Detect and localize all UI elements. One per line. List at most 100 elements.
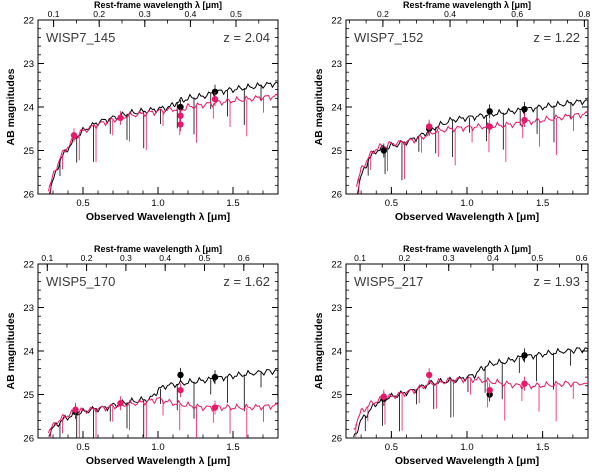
template-photometry-point [177, 121, 184, 128]
template-photometry-point [486, 386, 493, 394]
galaxy-photometry-point [211, 88, 219, 95]
top-axis-title: Rest-frame wavelength λ [μm] [94, 244, 222, 254]
chart-panel-wisp5-217: 22 23 24 25 26 0.5 1.0 1.5 0.1 0.2 0.3 0.4 0.5 0.6 Res… [313, 244, 589, 467]
y-tick-label: 24 [23, 103, 34, 114]
x-tick-label: 1.0 [151, 198, 164, 209]
y-tick-label: 26 [331, 434, 342, 445]
galaxy-photometry-point [486, 108, 493, 115]
top-tick-label: 0.2 [81, 253, 93, 263]
x-tick-label: 1.0 [460, 198, 473, 209]
template-photometry-point [425, 123, 433, 130]
y-tick-label: 23 [23, 303, 34, 314]
top-tick-label: 0.6 [511, 9, 523, 19]
template-photometry-point [425, 371, 433, 379]
y-tick-label: 22 [23, 16, 34, 27]
template-spectrum-line [356, 110, 588, 187]
x-tick-label: 0.5 [385, 442, 398, 453]
template-photometry-point [117, 400, 124, 407]
top-tick-label: 0.3 [139, 9, 151, 19]
top-tick-label: 0.8 [578, 9, 590, 19]
template-photometry-point [486, 123, 493, 130]
y-tick-label: 22 [331, 16, 342, 27]
y-axis-title: AB magnitudes [313, 312, 325, 389]
object-name: WISP5_217 [354, 274, 423, 289]
x-axis-title: Observed Wavelength λ [μm] [395, 211, 539, 223]
top-tick-label: 0.1 [48, 9, 60, 19]
template-photometry-point [177, 386, 184, 394]
y-tick-label: 22 [331, 260, 342, 271]
template-photometry-point [70, 132, 78, 139]
x-tick-label: 1.5 [226, 198, 239, 209]
x-tick-label: 1.0 [151, 442, 164, 453]
y-tick-label: 26 [331, 190, 342, 201]
template-photometry-point [521, 380, 528, 387]
galaxy-spectrum-line [49, 81, 278, 194]
x-axis-title: Observed Wavelength λ [μm] [86, 211, 230, 223]
galaxy-photometry-point [521, 105, 528, 113]
galaxy-photometry-point [211, 373, 219, 381]
y-tick-label: 23 [331, 59, 342, 70]
template-photometry-point [380, 393, 388, 400]
galaxy-photometry-point [521, 352, 528, 359]
y-tick-label: 24 [23, 347, 34, 358]
y-axis-title: AB magnitudes [5, 68, 17, 145]
chart-panel-wisp5-170: 22 23 24 25 26 0.5 1.0 1.5 0.1 0.2 0.3 0.4 0.5 0.6 Res… [5, 244, 279, 467]
y-tick-label: 24 [331, 347, 342, 358]
template-photometry-point [211, 404, 219, 411]
object-name: WISP7_152 [354, 30, 423, 45]
x-axis-title: Observed Wavelength λ [μm] [395, 455, 539, 467]
top-tick-label: 0.2 [377, 9, 389, 19]
object-name: WISP5_170 [46, 274, 115, 289]
redshift-label: z = 1.62 [223, 274, 270, 289]
top-tick-label: 0.1 [354, 253, 366, 263]
x-tick-label: 0.5 [385, 198, 398, 209]
galaxy-spectrum-line [356, 99, 588, 194]
top-tick-label: 0.4 [444, 9, 456, 19]
x-tick-label: 1.0 [460, 442, 473, 453]
top-tick-label: 0.4 [487, 253, 499, 263]
redshift-label: z = 1.93 [533, 274, 580, 289]
template-photometry-point [72, 406, 79, 413]
top-tick-label: 0.3 [120, 253, 132, 263]
x-tick-label: 0.5 [76, 442, 89, 453]
top-tick-label: 0.6 [238, 253, 250, 263]
x-tick-label: 0.5 [76, 198, 89, 209]
top-tick-label: 0.4 [184, 9, 196, 19]
top-tick-label: 0.3 [443, 253, 455, 263]
template-photometry-point [211, 95, 219, 103]
y-axis-title: AB magnitudes [5, 312, 17, 389]
object-name: WISP7_145 [46, 30, 115, 45]
x-tick-label: 1.5 [536, 198, 549, 209]
top-tick-label: 0.5 [199, 253, 211, 263]
y-tick-label: 25 [331, 390, 342, 401]
template-photometry-point [117, 114, 124, 122]
redshift-label: z = 2.04 [223, 30, 270, 45]
y-tick-label: 25 [23, 390, 34, 401]
top-tick-label: 0.2 [93, 9, 105, 19]
top-tick-label: 0.5 [531, 253, 543, 263]
top-axis-title: Rest-frame wavelength λ [μm] [403, 244, 531, 254]
y-tick-label: 25 [23, 146, 34, 157]
x-axis-title: Observed Wavelength λ [μm] [86, 455, 230, 467]
redshift-label: z = 1.22 [533, 30, 580, 45]
y-tick-label: 23 [23, 59, 34, 70]
galaxy-photometry-point [177, 103, 184, 111]
y-tick-label: 23 [331, 303, 342, 314]
y-axis-title: AB magnitudes [313, 68, 325, 145]
plot-frame [37, 19, 279, 195]
y-tick-label: 24 [331, 103, 342, 114]
top-tick-label: 0.1 [41, 253, 53, 263]
template-spectrum-line [48, 93, 278, 192]
top-tick-label: 0.2 [398, 253, 410, 263]
x-tick-label: 1.5 [536, 442, 549, 453]
top-axis-title: Rest-frame wavelength λ [μm] [94, 0, 222, 10]
y-tick-label: 25 [331, 146, 342, 157]
template-photometry-point [521, 116, 528, 124]
x-tick-label: 1.5 [226, 442, 239, 453]
galaxy-photometry-point [177, 371, 184, 379]
template-spectrum-line [353, 376, 588, 430]
top-tick-label: 0.4 [159, 253, 171, 263]
chart-panel-wisp7-152: 22 23 24 25 26 0.5 1.0 1.5 0.2 0.4 0.6 0.8 Rest-fram… [313, 0, 591, 223]
top-tick-label: 0.6 [576, 253, 588, 263]
